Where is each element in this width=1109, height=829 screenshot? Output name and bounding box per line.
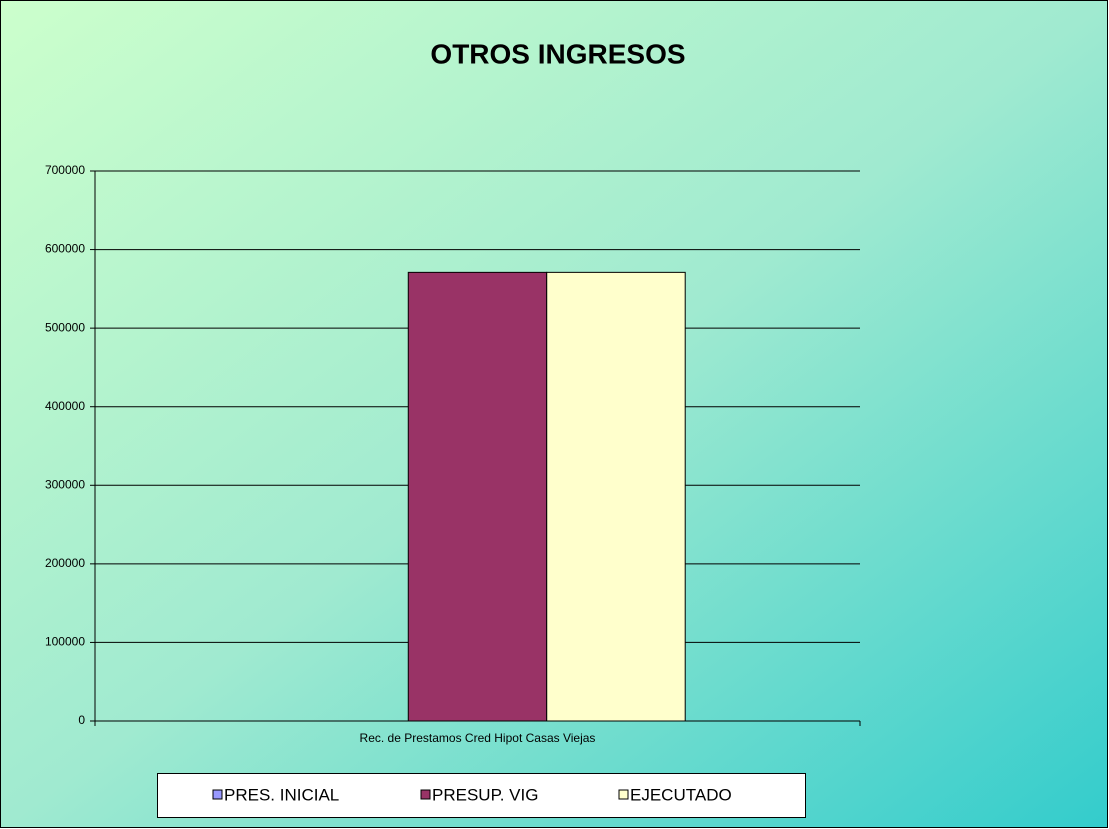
legend-swatch	[212, 789, 223, 800]
y-tick-label: 700000	[45, 163, 85, 177]
y-tick-label: 500000	[45, 320, 85, 334]
y-tick-label: 600000	[45, 242, 85, 256]
legend-label: EJECUTADO	[630, 785, 732, 804]
legend-swatch	[420, 789, 431, 800]
y-tick-label: 200000	[45, 556, 85, 570]
chart-title: OTROS INGRESOS	[430, 38, 685, 69]
y-tick-label: 400000	[45, 399, 85, 413]
bar	[546, 271, 686, 722]
legend-label: PRES. INICIAL	[224, 785, 339, 804]
bar	[407, 271, 548, 722]
y-tick-label: 300000	[45, 477, 85, 491]
y-tick-label: 100000	[45, 635, 85, 649]
legend-box	[157, 773, 806, 818]
legend-swatch	[618, 789, 629, 800]
y-tick-label: 0	[78, 713, 85, 727]
legend-label: PRESUP. VIG	[432, 785, 538, 804]
x-tick-label: Rec. de Prestamos Cred Hipot Casas Vieja…	[360, 731, 596, 745]
